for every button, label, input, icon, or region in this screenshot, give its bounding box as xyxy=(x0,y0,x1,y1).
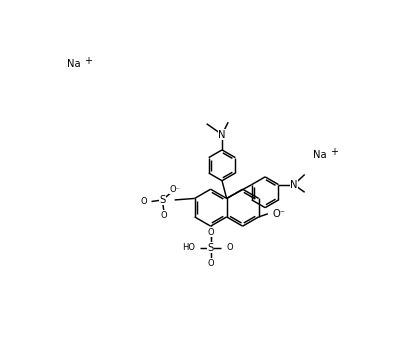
Text: Na: Na xyxy=(312,150,326,160)
Text: O⁻: O⁻ xyxy=(169,185,180,194)
Text: O: O xyxy=(207,228,214,237)
Text: O: O xyxy=(140,197,147,206)
Text: O: O xyxy=(207,259,214,267)
Text: O⁻: O⁻ xyxy=(272,209,285,219)
Text: +: + xyxy=(83,56,91,66)
Text: S: S xyxy=(207,243,213,253)
Text: N: N xyxy=(290,180,297,190)
Text: HO: HO xyxy=(182,243,195,252)
Text: S: S xyxy=(159,195,165,205)
Text: O: O xyxy=(160,211,167,220)
Text: N: N xyxy=(218,130,225,139)
Text: Na: Na xyxy=(66,59,80,69)
Text: +: + xyxy=(329,147,337,157)
Text: O: O xyxy=(225,243,232,252)
